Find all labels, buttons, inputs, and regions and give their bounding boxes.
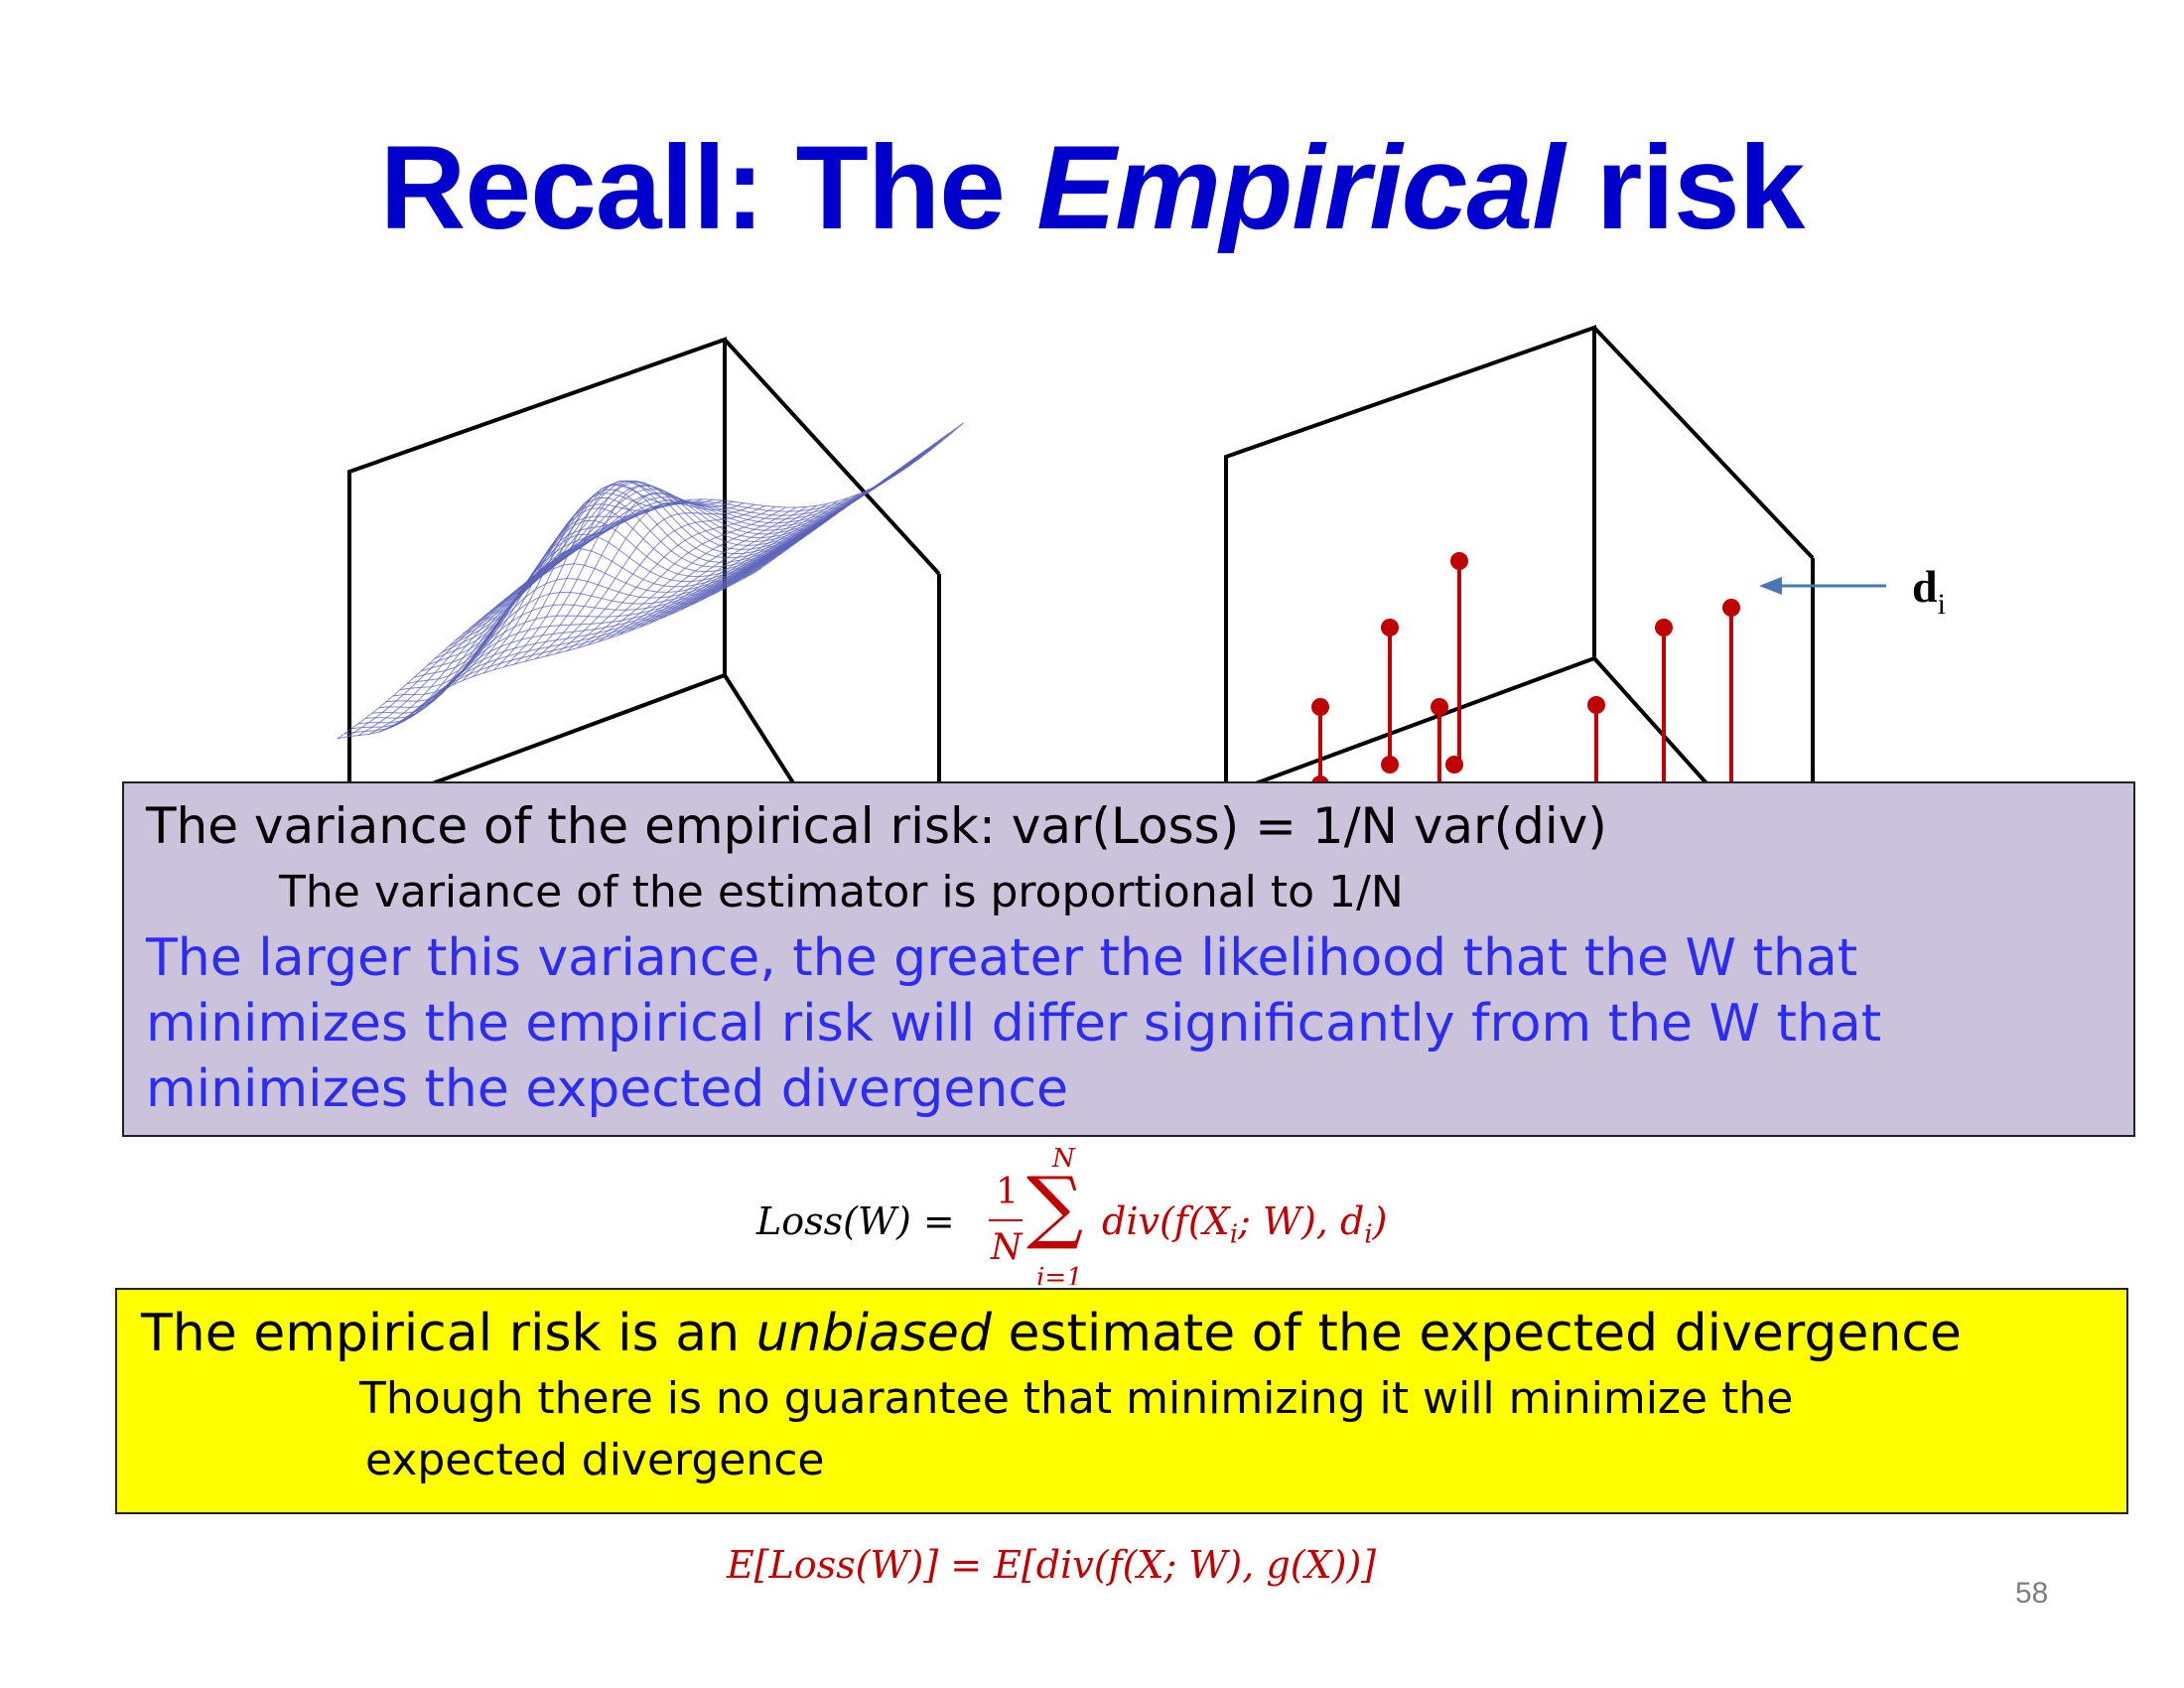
unbiased-callout: The empirical risk is an unbiased estima… [115,1288,2128,1514]
variance-callout: The variance of the empirical risk: var(… [122,781,2135,1137]
expected-loss-equation: E[Loss(W)] = E[div(f(X; W), g(X))] [727,1543,1377,1587]
mesh-line [343,567,762,735]
slide-title: Recall: The Empirical risk [0,119,2184,256]
data-point [1655,619,1673,636]
data-point [1381,619,1399,636]
loss-lhs: Loss(W) = [756,1199,955,1243]
data-point [1311,698,1329,716]
data-point [1431,698,1448,716]
mesh-line [427,507,846,666]
unbiased-line3: expected divergence [365,1435,825,1485]
frac-bar [989,1219,1023,1221]
unbiased-line1: The empirical risk is an unbiased estima… [141,1304,1962,1363]
sum-upper: N [1052,1144,1075,1174]
left-box [347,337,941,824]
mesh-line [441,507,651,692]
variance-line5: minimizes the expected divergence [146,1059,1068,1119]
data-points [1311,552,1740,793]
frac-denominator: N [991,1227,1023,1268]
page-number: 58 [2015,1577,2049,1610]
title-part2: risk [1564,121,1806,254]
sum-lower: i=1 [1036,1263,1083,1285]
mesh-line [448,489,867,647]
surface-mesh [337,422,964,740]
label-d-sub: i [1938,588,1946,621]
title-part1: Recall: The [379,121,1037,254]
loss-rhs: div(f(Xi; W), di) [1102,1199,1388,1250]
mesh-line [399,527,818,691]
mesh-line [420,514,630,707]
unbiased-italic: unbiased [755,1304,992,1363]
variance-line2: The variance of the estimator is proport… [279,867,1404,917]
mesh-line [406,522,825,685]
mesh-line [420,512,839,672]
data-point [1722,599,1740,617]
variance-line4: minimizes the empirical risk will differ… [146,994,1882,1054]
mesh-line [510,448,929,595]
base-point [1445,756,1463,774]
mesh-line [545,423,964,567]
mesh-line [371,547,790,714]
variance-line3: The larger this variance, the greater th… [146,928,1858,988]
arrow [1759,577,1886,595]
unbiased-line2: Though there is no guarantee that minimi… [359,1373,1794,1424]
base-point [1381,756,1399,774]
frac-numerator: 1 [996,1172,1019,1212]
mesh-line [413,517,832,678]
mesh-line [350,562,769,730]
title-italic: Empirical [1036,121,1565,254]
mesh-line [639,496,849,629]
mesh-line [392,532,811,697]
mesh-line [357,557,776,725]
mesh-line [538,428,957,573]
label-d: di [1912,561,1946,621]
data-point [1587,696,1605,714]
data-point [1450,552,1468,570]
mesh-line [462,501,672,681]
mesh-line [378,536,589,733]
variance-line1: The variance of the empirical risk: var(… [146,797,1607,855]
sum-symbol: ∑ [1026,1160,1084,1252]
right-box [1224,325,1815,824]
